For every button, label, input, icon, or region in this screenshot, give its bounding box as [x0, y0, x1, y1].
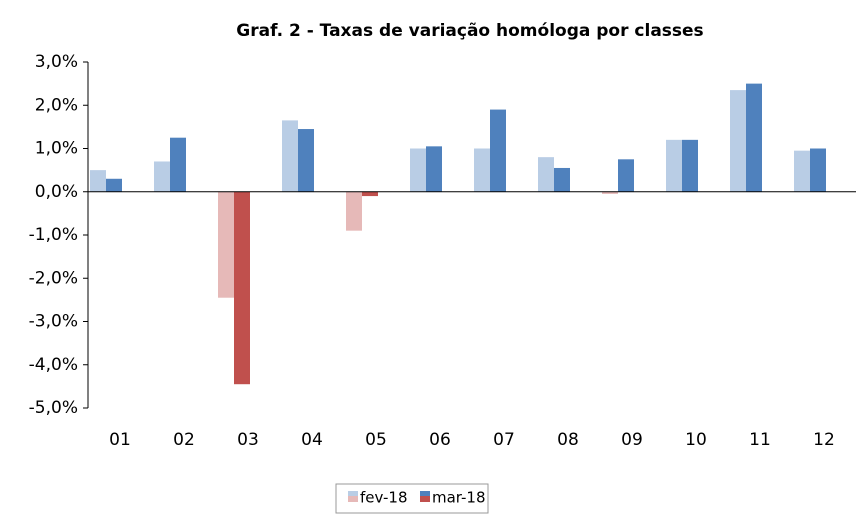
bar — [554, 167, 570, 192]
bar — [234, 191, 250, 385]
x-tick-label: 10 — [685, 430, 707, 450]
y-tick-label: -2,0% — [29, 268, 78, 288]
y-tick-label: -1,0% — [29, 225, 78, 245]
legend-swatch — [420, 496, 430, 502]
bar — [346, 191, 362, 231]
legend-swatch — [348, 491, 358, 496]
y-tick-label: 1,0% — [35, 139, 78, 159]
y-tick-label: 0,0% — [35, 182, 78, 202]
y-tick-label: 3,0% — [35, 52, 78, 72]
bar — [490, 109, 506, 192]
bar — [682, 139, 698, 192]
bar — [794, 150, 810, 192]
x-tick-label: 09 — [621, 430, 643, 450]
legend-label: mar-18 — [432, 489, 486, 507]
y-tick-label: -5,0% — [29, 398, 78, 418]
legend-label: fev-18 — [360, 489, 407, 507]
bar — [474, 148, 490, 192]
y-tick-label: 2,0% — [35, 95, 78, 115]
bar — [618, 159, 634, 192]
legend-swatch — [420, 491, 430, 496]
bar — [298, 129, 314, 192]
bar — [666, 139, 682, 192]
bar — [730, 90, 746, 192]
x-tick-label: 03 — [237, 430, 259, 450]
x-tick-label: 06 — [429, 430, 451, 450]
bar — [426, 146, 442, 192]
legend-box — [335, 483, 489, 514]
bar — [282, 120, 298, 192]
bar — [810, 148, 826, 192]
x-tick-label: 07 — [493, 430, 515, 450]
bar — [154, 161, 170, 192]
bar — [218, 191, 234, 298]
x-tick-label: 01 — [109, 430, 131, 450]
x-tick-label: 08 — [557, 430, 579, 450]
y-tick-label: -3,0% — [29, 312, 78, 332]
y-tick-label: -4,0% — [29, 355, 78, 375]
x-tick-label: 05 — [365, 430, 387, 450]
chart-title: Graf. 2 - Taxas de variação homóloga por… — [236, 21, 703, 41]
bar — [106, 178, 122, 192]
bar — [362, 191, 378, 197]
x-tick-label: 04 — [301, 430, 323, 450]
bar — [410, 148, 426, 192]
bar — [538, 157, 554, 192]
bar — [602, 191, 618, 194]
bar — [170, 137, 186, 192]
x-tick-label: 11 — [749, 430, 771, 450]
legend-swatch — [348, 496, 358, 502]
bar — [746, 83, 762, 192]
x-tick-label: 02 — [173, 430, 195, 450]
x-tick-label: 12 — [813, 430, 835, 450]
bar — [90, 170, 106, 192]
